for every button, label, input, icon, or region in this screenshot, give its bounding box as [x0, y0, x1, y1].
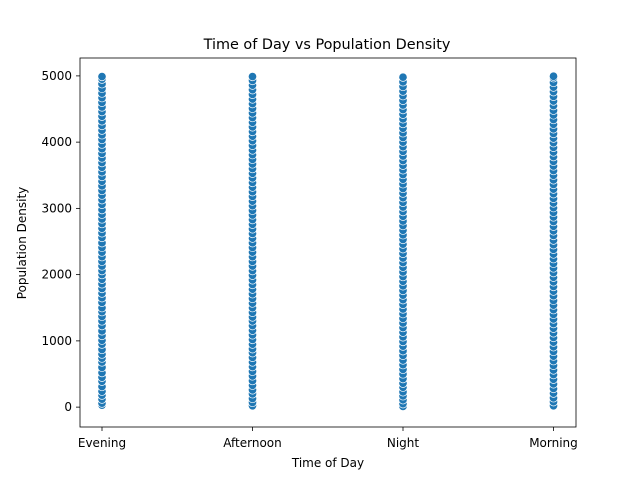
plot-frame — [79, 57, 577, 428]
y-tick-label: 3000 — [41, 201, 72, 215]
x-axis: Evening Afternoon Night Morning — [78, 427, 578, 450]
x-tick-label: Evening — [78, 436, 126, 450]
data-point — [398, 72, 408, 82]
points-layer — [97, 71, 559, 412]
chart-title: Time of Day vs Population Density — [203, 37, 451, 53]
x-tick-label: Afternoon — [223, 436, 282, 450]
y-axis-label: Population Density — [15, 187, 29, 299]
y-tick-label: 0 — [64, 400, 72, 414]
x-axis-label: Time of Day — [291, 456, 364, 470]
y-tick-label: 2000 — [41, 268, 72, 282]
y-tick-label: 4000 — [41, 135, 72, 149]
plot-area — [79, 57, 577, 428]
data-point — [97, 72, 107, 82]
y-tick-label: 1000 — [41, 334, 72, 348]
data-point — [247, 72, 258, 82]
x-tick-label: Morning — [529, 436, 578, 450]
y-axis: 0 1000 2000 3000 4000 5000 — [41, 69, 80, 414]
x-tick-label: Night — [387, 436, 420, 450]
y-tick-label: 5000 — [41, 69, 72, 83]
data-point — [548, 71, 559, 81]
